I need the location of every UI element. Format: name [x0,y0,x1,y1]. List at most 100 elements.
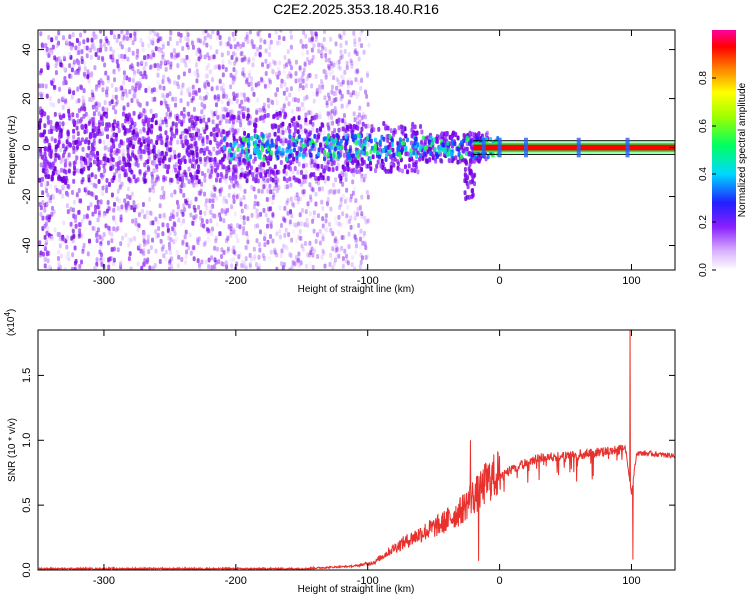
spectrogram-cell [186,151,190,157]
spectrogram-cell [329,206,333,212]
spectrogram-cell [322,156,326,162]
spectrogram-cell [388,134,392,140]
spectrogram-cell [123,130,127,136]
spectrogram-cell [83,65,87,71]
spectrogram-cell [366,194,370,200]
spectrogram-cell [120,53,124,59]
spectrogram-cell [281,265,285,270]
spectrogram-cell [259,77,263,83]
spectrogram-cell [257,242,261,248]
spectrogram-cell [213,136,217,142]
spectrogram-cell [317,180,321,186]
spectrogram-cell [194,140,198,146]
spectrogram-cell [308,182,312,188]
spectrogram-cell [145,210,149,216]
spectrogram-cell [131,218,135,224]
spectrogram-cell [149,149,153,155]
spectrogram-cell [112,257,116,263]
spectrogram-cell [127,205,131,211]
spectrogram-cell [292,132,296,138]
spectrogram-cell [181,82,185,88]
spectrogram-cell [396,159,400,165]
spectrogram-cell [90,191,94,197]
spectrogram-cell [317,147,321,153]
spectrogram-cell [240,99,244,105]
spectrogram-cell [373,145,377,151]
spectrogram-cell [275,188,279,194]
spectrogram-cell [245,31,249,37]
spectrogram-cell [359,31,363,37]
spectrogram-cell [228,147,232,153]
spectrogram-cell [388,149,392,155]
spectrogram-cell [131,85,135,91]
spectrogram-cell [61,35,65,41]
spectrogram-cell [184,139,188,145]
spectrogram-cell [124,88,128,94]
spectrogram-cell [142,149,146,155]
spectrogram-cell [83,60,87,66]
spectrogram-cell [43,234,47,240]
spectrogram-cell [101,191,105,197]
spectrogram-cell [255,238,259,244]
spectrogram-cell [236,45,240,51]
spectrogram-cell [48,264,52,270]
spectrogram-cell [268,256,272,262]
spectrogram-cell [224,198,228,204]
colorbar-tick-label: 0.6 [698,119,709,133]
spectrogram-cell [292,156,296,162]
spectrogram-cell [161,41,165,47]
spectrogram-cell [210,190,214,196]
spectrogram-cell [110,192,114,198]
spectrogram-cell [347,99,351,105]
spectrogram-cell [226,101,230,107]
spectrogram-cell [202,96,206,102]
spectrogram-cell [191,44,195,50]
spectrogram-cell [264,212,268,218]
spectrogram-cell [317,42,321,48]
spectrogram-cell [387,168,391,174]
spectrogram-cell [186,87,190,93]
spectrogram-cell [216,96,220,102]
spectrogram-cell [269,169,273,175]
spectrogram-cell [228,184,232,190]
spectrogram-cell [286,73,290,79]
spectrogram-cell [128,127,132,133]
spectrogram-cell [277,146,281,152]
spectrogram-cell [211,30,215,34]
spectrogram-cell [176,139,180,145]
spectrogram-cell [45,169,49,175]
spectrogram-cell [341,211,345,217]
spectrogram-cell [132,174,136,180]
spectrogram-cell [222,93,226,99]
spectrogram-cell [65,38,69,44]
spectrogram-cell [156,38,160,44]
spectrogram-cell [133,36,137,42]
spectrogram-cell [288,219,292,225]
spectrogram-cell [190,174,194,180]
spectrogram-cell [337,79,341,85]
spectrogram-cell [203,177,207,183]
spectrogram-cell [136,48,140,54]
spectrogram-cell [335,60,339,66]
spectrogram-cell [276,40,280,46]
spectrogram-cell [321,233,325,239]
spectrogram-cell [73,245,77,251]
spectrogram-cell [99,38,103,44]
spectrogram-cell [229,84,233,90]
spectrogram-cell [337,82,341,88]
spectrogram-cell [302,159,306,165]
spectrogram-cell [188,68,192,74]
spectrogram-cell [234,58,238,64]
spectrogram-cell [378,147,382,153]
spectrogram-cell [167,103,171,109]
spectrogram-cell [114,109,118,115]
spectrogram-cell [202,30,206,35]
spectrogram-cell [191,220,195,226]
spectrogram-cell [108,226,112,232]
spectrogram-cell [204,198,208,204]
spectrogram-cell [289,208,293,214]
spectrogram-cell [179,98,183,104]
spectrogram-cell [222,106,226,112]
spectrogram-cell [128,77,132,83]
spectrogram-cell [225,94,229,100]
